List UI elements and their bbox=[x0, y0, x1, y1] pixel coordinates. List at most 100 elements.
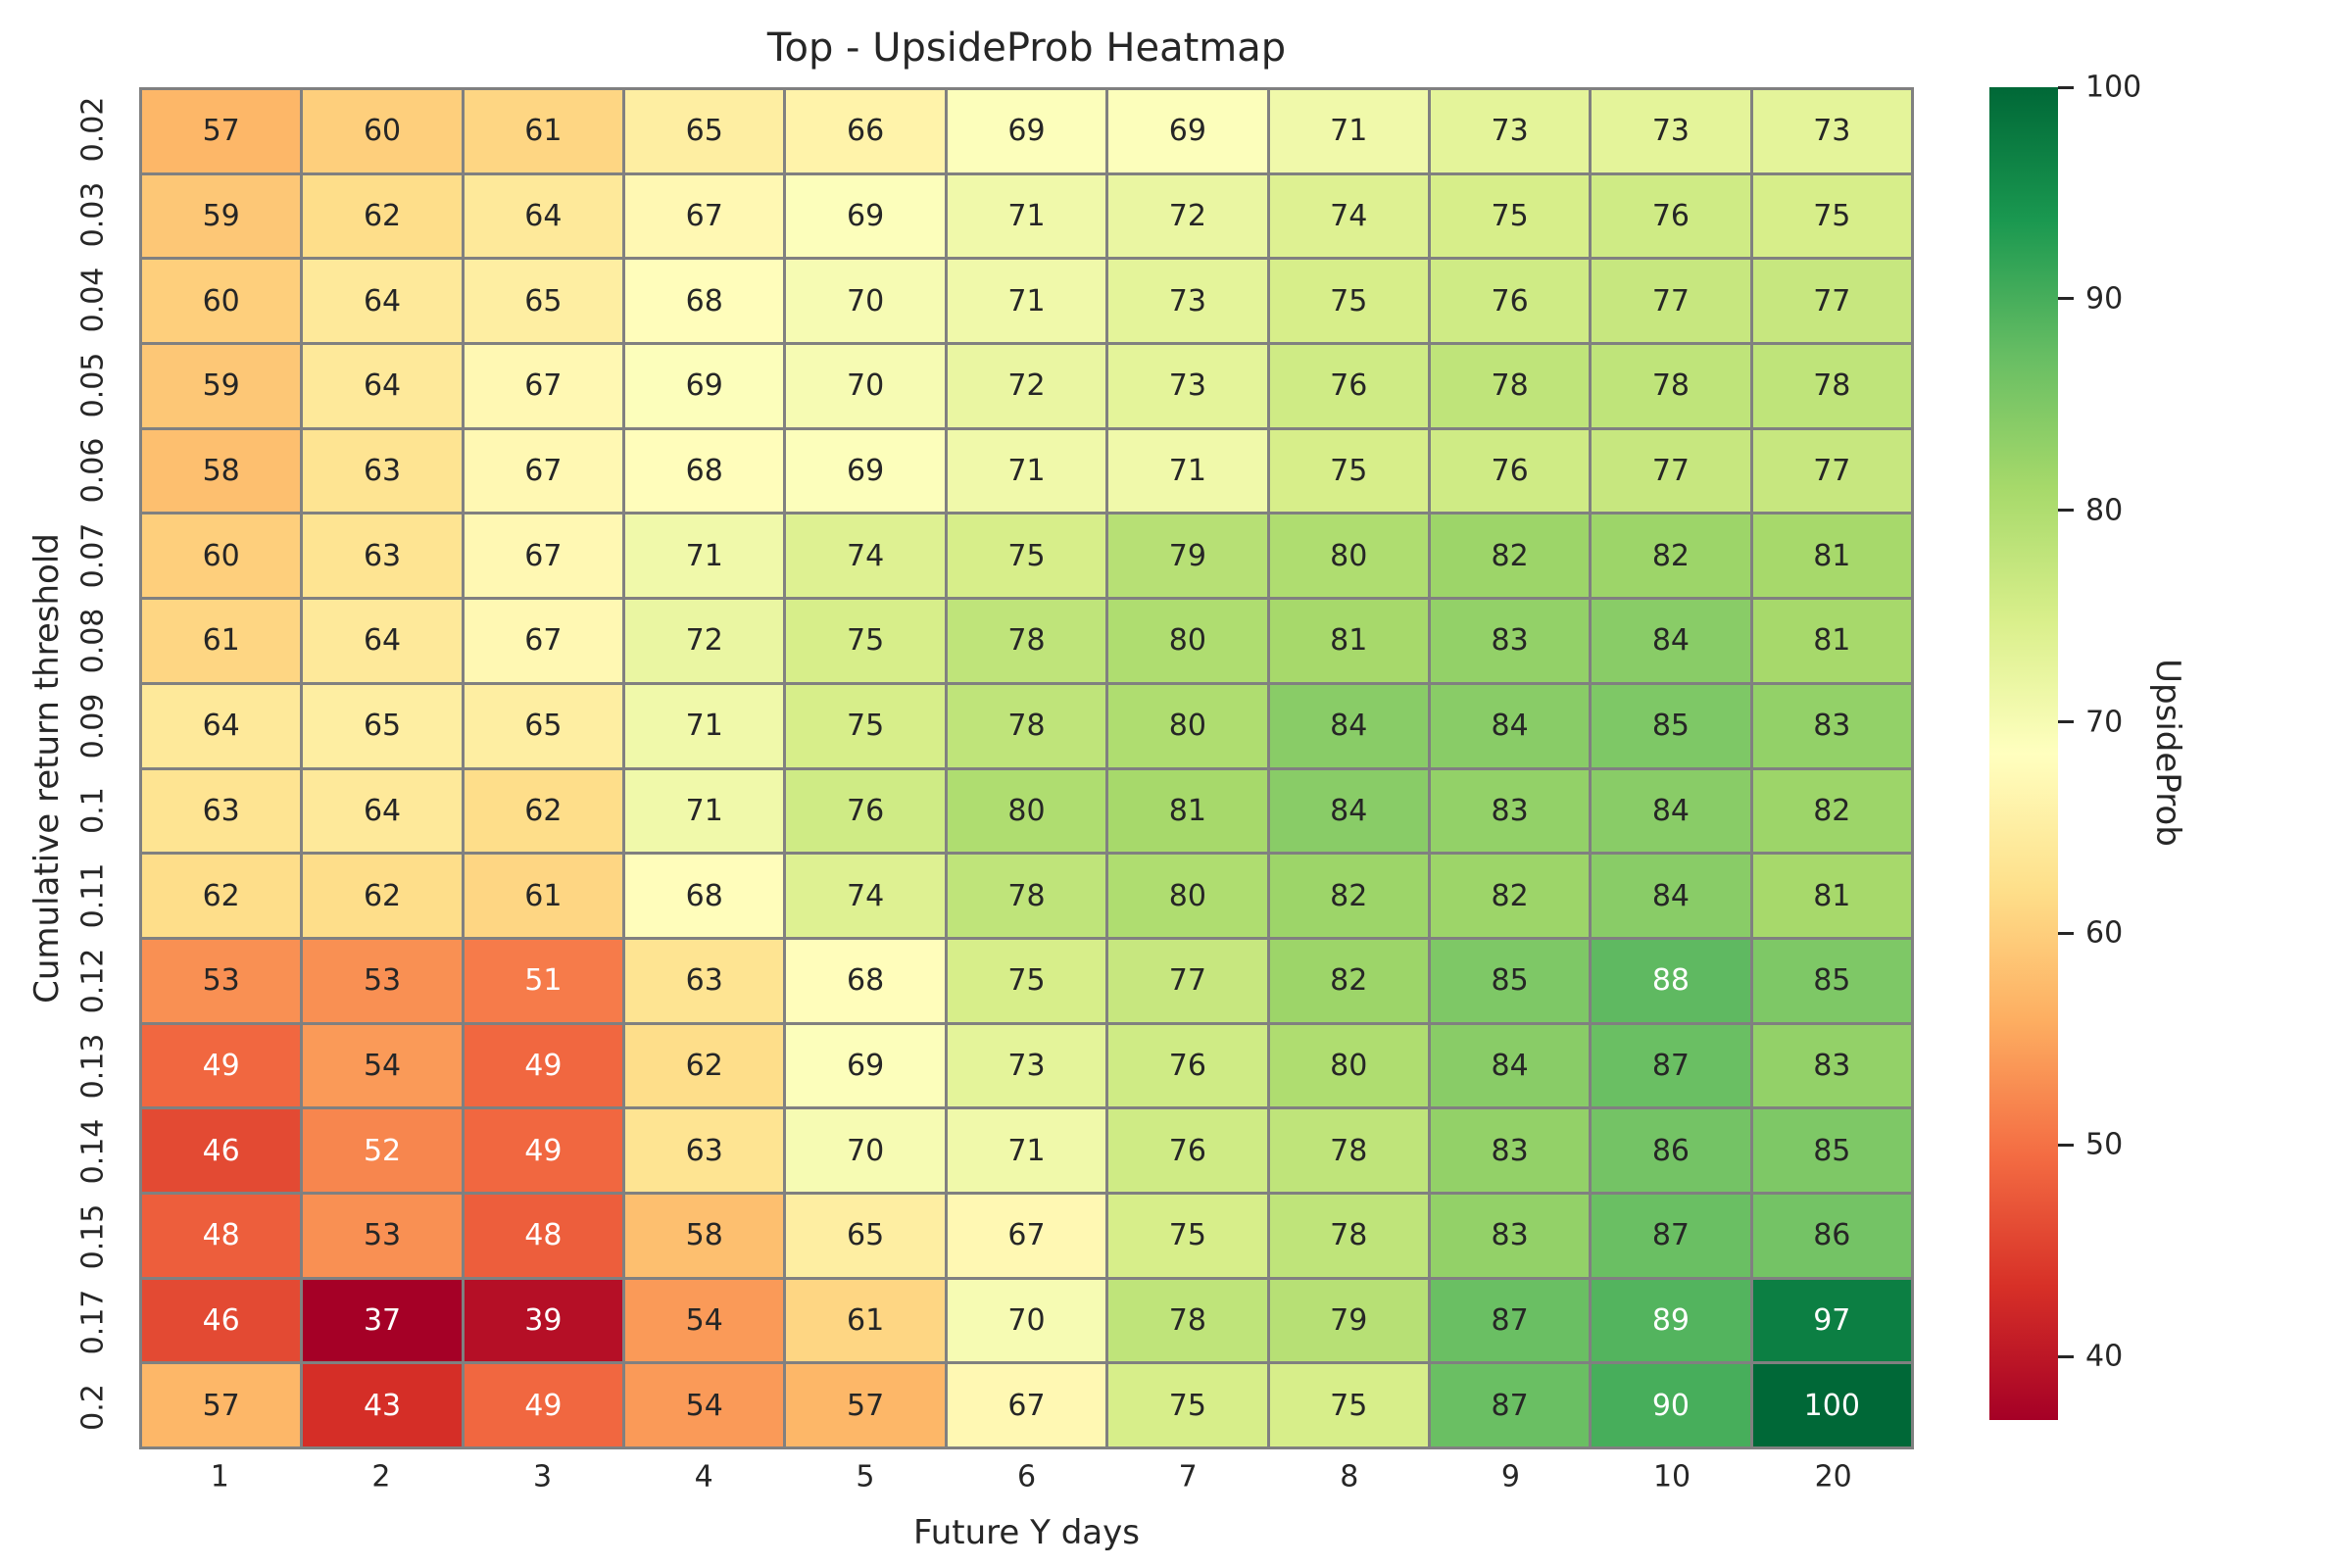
y-tick-label: 0.04 bbox=[75, 267, 111, 333]
heatmap-cell: 84 bbox=[1592, 769, 1750, 853]
x-tick-label: 6 bbox=[1016, 1459, 1037, 1494]
heatmap-cell: 83 bbox=[1752, 684, 1911, 767]
heatmap-cell: 61 bbox=[464, 90, 623, 172]
heatmap-cell: 74 bbox=[1269, 174, 1428, 258]
heatmap-cell: 61 bbox=[142, 600, 301, 682]
y-tick-label: 0.06 bbox=[75, 437, 111, 504]
heatmap-cell: 62 bbox=[303, 174, 462, 258]
heatmap-cell: 67 bbox=[464, 600, 623, 682]
heatmap-cell: 89 bbox=[1592, 1279, 1750, 1362]
heatmap-cell: 78 bbox=[1752, 345, 1911, 427]
heatmap-cell: 83 bbox=[1752, 1024, 1911, 1107]
heatmap-cell: 75 bbox=[947, 514, 1106, 598]
heatmap-cell: 71 bbox=[625, 769, 784, 853]
heatmap-cell: 69 bbox=[786, 174, 945, 258]
heatmap-cell: 78 bbox=[1108, 1279, 1267, 1362]
heatmap-cell: 73 bbox=[947, 1024, 1106, 1107]
heatmap-cell: 82 bbox=[1269, 855, 1428, 937]
heatmap-cell: 39 bbox=[464, 1279, 623, 1362]
heatmap-cell: 46 bbox=[142, 1109, 301, 1192]
heatmap-cell: 80 bbox=[1269, 1024, 1428, 1107]
heatmap-cell: 65 bbox=[464, 684, 623, 767]
heatmap-cell: 65 bbox=[625, 90, 784, 172]
heatmap-cell: 57 bbox=[786, 1364, 945, 1446]
heatmap-cell: 49 bbox=[464, 1024, 623, 1107]
heatmap-cell: 61 bbox=[786, 1279, 945, 1362]
heatmap-cell: 90 bbox=[1592, 1364, 1750, 1446]
heatmap-cell: 63 bbox=[625, 1109, 784, 1192]
colorbar-tick-label: 100 bbox=[2085, 70, 2142, 105]
y-tick-label: 0.11 bbox=[75, 862, 111, 929]
colorbar-tick bbox=[2058, 720, 2074, 724]
heatmap-cell: 74 bbox=[786, 855, 945, 937]
x-tick-label: 10 bbox=[1652, 1459, 1691, 1494]
heatmap-cell: 60 bbox=[303, 90, 462, 172]
heatmap-cell: 70 bbox=[947, 1279, 1106, 1362]
y-tick-label: 0.07 bbox=[75, 522, 111, 589]
heatmap-cell: 53 bbox=[142, 939, 301, 1022]
y-tick-label: 0.15 bbox=[75, 1203, 111, 1270]
heatmap-cell: 73 bbox=[1108, 345, 1267, 427]
heatmap-cell: 71 bbox=[1269, 90, 1428, 172]
heatmap-cell: 72 bbox=[947, 345, 1106, 427]
heatmap-cell: 59 bbox=[142, 345, 301, 427]
heatmap-cell: 53 bbox=[303, 1194, 462, 1277]
heatmap-cell: 87 bbox=[1592, 1194, 1750, 1277]
heatmap-cell: 78 bbox=[1592, 345, 1750, 427]
heatmap-cell: 69 bbox=[786, 429, 945, 513]
heatmap-cell: 86 bbox=[1592, 1109, 1750, 1192]
heatmap-cell: 70 bbox=[786, 260, 945, 343]
heatmap-cell: 80 bbox=[1108, 855, 1267, 937]
heatmap-cell: 62 bbox=[464, 769, 623, 853]
heatmap-cell: 57 bbox=[142, 90, 301, 172]
x-tick-label: 20 bbox=[1814, 1459, 1852, 1494]
heatmap-cell: 76 bbox=[786, 769, 945, 853]
heatmap-cell: 85 bbox=[1592, 684, 1750, 767]
heatmap-cell: 75 bbox=[1269, 1364, 1428, 1446]
heatmap-cell: 37 bbox=[303, 1279, 462, 1362]
heatmap-cell: 67 bbox=[947, 1194, 1106, 1277]
y-tick-label: 0.08 bbox=[75, 608, 111, 674]
colorbar-tick bbox=[2058, 931, 2074, 935]
heatmap-cell: 85 bbox=[1752, 939, 1911, 1022]
heatmap-cell: 70 bbox=[786, 1109, 945, 1192]
colorbar-tick-label: 80 bbox=[2085, 493, 2124, 528]
colorbar-tick bbox=[2058, 509, 2074, 513]
heatmap-cell: 62 bbox=[625, 1024, 784, 1107]
heatmap-cell: 64 bbox=[464, 174, 623, 258]
heatmap-cell: 59 bbox=[142, 174, 301, 258]
heatmap-cell: 79 bbox=[1108, 514, 1267, 598]
colorbar-tick-label: 60 bbox=[2085, 915, 2124, 951]
heatmap-cell: 75 bbox=[1108, 1364, 1267, 1446]
heatmap-cell: 74 bbox=[786, 514, 945, 598]
heatmap-cell: 64 bbox=[303, 345, 462, 427]
x-tick-label: 1 bbox=[210, 1459, 229, 1494]
heatmap-cell: 75 bbox=[786, 600, 945, 682]
heatmap-cell: 54 bbox=[303, 1024, 462, 1107]
heatmap-cell: 81 bbox=[1752, 855, 1911, 937]
heatmap-cell: 81 bbox=[1752, 600, 1911, 682]
heatmap-cell: 71 bbox=[1108, 429, 1267, 513]
heatmap-cell: 77 bbox=[1752, 429, 1911, 513]
x-tick-label: 5 bbox=[856, 1459, 875, 1494]
heatmap-cell: 63 bbox=[303, 429, 462, 513]
heatmap-cell: 83 bbox=[1430, 600, 1590, 682]
heatmap-cell: 67 bbox=[464, 345, 623, 427]
colorbar-label: UpsideProb bbox=[2148, 659, 2187, 847]
heatmap-cell: 69 bbox=[1108, 90, 1267, 172]
colorbar-tick-label: 70 bbox=[2085, 705, 2124, 740]
y-tick-label: 0.14 bbox=[75, 1118, 111, 1185]
heatmap-cell: 71 bbox=[947, 429, 1106, 513]
y-axis-label: Cumulative return threshold bbox=[27, 533, 67, 1004]
y-tick-label: 0.09 bbox=[75, 693, 111, 759]
heatmap-cell: 80 bbox=[1108, 600, 1267, 682]
colorbar-tick bbox=[2058, 297, 2074, 301]
heatmap-cell: 86 bbox=[1752, 1194, 1911, 1277]
heatmap-cell: 68 bbox=[625, 260, 784, 343]
heatmap-cell: 75 bbox=[947, 939, 1106, 1022]
heatmap-cell: 67 bbox=[947, 1364, 1106, 1446]
colorbar-tick-label: 90 bbox=[2085, 281, 2124, 317]
heatmap-cell: 81 bbox=[1752, 514, 1911, 598]
x-tick-label: 2 bbox=[371, 1459, 391, 1494]
heatmap-grid: 57 60 61 65 66 69 69 71 73 73 73 59 62 64 67 69 71 72 74 75… bbox=[139, 87, 1914, 1449]
